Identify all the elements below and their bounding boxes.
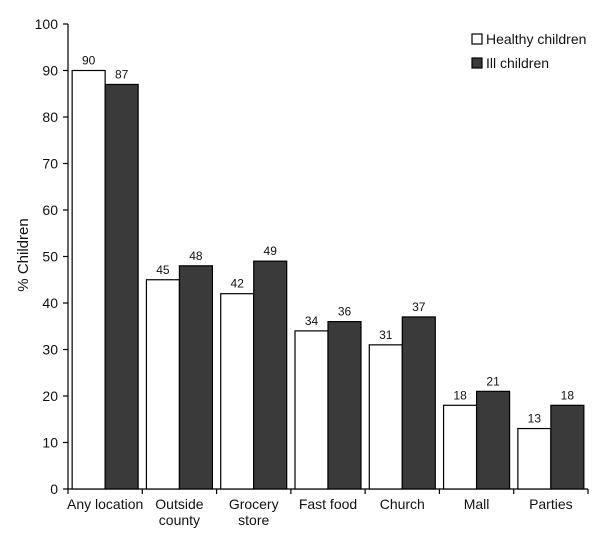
data-label: 37 xyxy=(412,300,426,314)
y-axis: 0 10 20 30 40 50 60 70 80 90 100 xyxy=(35,16,69,497)
legend-swatch xyxy=(471,33,483,45)
bars xyxy=(71,69,585,490)
bar-ill xyxy=(475,390,511,490)
y-tick-label: 80 xyxy=(42,109,58,125)
y-tick-label: 0 xyxy=(50,481,58,497)
bar-ill xyxy=(104,83,139,490)
bar-healthy xyxy=(368,344,403,490)
y-tick-label: 60 xyxy=(42,202,58,218)
y-tick-label: 50 xyxy=(42,249,58,265)
x-tick-label: county xyxy=(159,512,200,528)
legend: Healthy children Ill children xyxy=(471,31,586,71)
bar-healthy xyxy=(220,293,255,490)
y-axis-title: % Children xyxy=(15,218,32,291)
bar-healthy xyxy=(517,427,552,490)
data-labels: 90 45 42 34 31 18 13 87 48 49 36 37 21 18 xyxy=(82,54,574,426)
bar-healthy xyxy=(442,404,478,490)
x-tick-label: Grocery xyxy=(229,496,279,512)
x-tick-label: Fast food xyxy=(299,496,357,512)
bar-ill xyxy=(253,260,288,490)
legend-label: Healthy children xyxy=(486,31,586,47)
x-tick-label: Parties xyxy=(529,496,573,512)
bar-ill xyxy=(327,321,362,490)
y-tick-label: 70 xyxy=(42,156,58,172)
data-label: 13 xyxy=(528,412,542,426)
x-tick-label: Outside xyxy=(155,496,203,512)
y-tick-label: 90 xyxy=(42,63,58,79)
data-label: 34 xyxy=(305,314,319,328)
x-tick-label: Church xyxy=(380,496,425,512)
x-tick-label: Any location xyxy=(67,496,143,512)
data-label: 49 xyxy=(264,244,278,258)
data-label: 48 xyxy=(189,249,203,263)
legend-swatch xyxy=(471,57,483,69)
bar-healthy xyxy=(294,330,329,490)
data-label: 36 xyxy=(338,305,352,319)
data-label: 45 xyxy=(156,263,170,277)
bar-healthy xyxy=(145,279,181,490)
x-tick-label: store xyxy=(238,512,269,528)
y-tick-label: 100 xyxy=(35,16,59,32)
bar-ill xyxy=(178,265,214,490)
data-label: 18 xyxy=(453,388,467,402)
data-label: 18 xyxy=(561,388,575,402)
bar-healthy xyxy=(71,69,106,490)
bar-ill xyxy=(401,316,436,490)
y-tick-label: 20 xyxy=(42,388,58,404)
data-label: 90 xyxy=(82,54,96,68)
data-label: 42 xyxy=(231,277,245,291)
legend-label: Ill children xyxy=(486,55,549,71)
y-tick-label: 30 xyxy=(42,342,58,358)
y-tick-label: 10 xyxy=(42,435,58,451)
data-label: 87 xyxy=(115,67,129,81)
y-tick-label: 40 xyxy=(42,295,58,311)
x-tick-label: Mall xyxy=(464,496,490,512)
data-label: 21 xyxy=(486,374,500,388)
data-label: 31 xyxy=(379,328,393,342)
bar-ill xyxy=(550,404,585,490)
